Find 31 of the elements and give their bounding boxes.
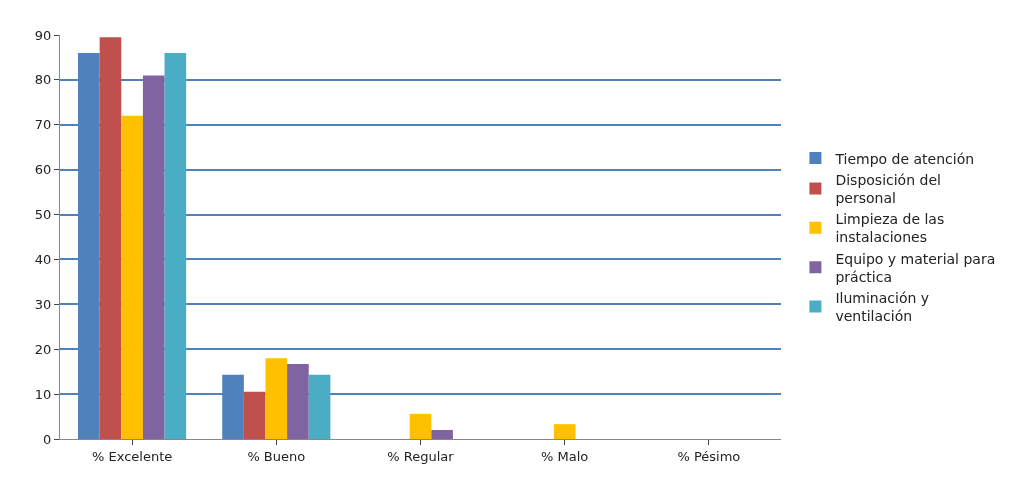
x-tick-label: % Regular — [387, 448, 455, 464]
bar — [121, 115, 143, 439]
y-tick-label: 30 — [34, 296, 52, 312]
x-tick-label: % Pésimo — [677, 448, 741, 464]
y-tick-label: 10 — [34, 386, 52, 402]
x-tick-label: % Malo — [541, 448, 589, 464]
bar — [553, 424, 576, 439]
x-tick-label: % Bueno — [247, 448, 306, 464]
bar — [265, 358, 288, 439]
x-tick-label: % Excelente — [91, 448, 173, 464]
legend-label: Limpieza de las instalaciones — [835, 211, 945, 246]
legend-label: Iluminación y ventilación — [835, 289, 930, 325]
legend-label: Tiempo de atención — [834, 150, 975, 167]
y-tick-label: 60 — [34, 162, 52, 178]
bar — [142, 75, 165, 439]
y-tick-label: 40 — [34, 251, 52, 267]
bar — [287, 364, 309, 439]
bar — [99, 37, 122, 439]
legend-label: Disposición del personal — [835, 171, 941, 206]
y-tick-label: 80 — [34, 72, 52, 88]
bar — [308, 374, 331, 439]
bar — [243, 391, 266, 439]
y-tick-label: 0 — [43, 431, 52, 447]
bar — [409, 413, 432, 439]
y-tick-label: 90 — [34, 27, 52, 43]
y-tick-label: 50 — [34, 207, 52, 223]
y-tick-label: 70 — [34, 117, 52, 133]
bar — [164, 52, 187, 439]
bar — [431, 430, 453, 439]
y-tick-label: 20 — [34, 341, 52, 357]
legend-label: Equipo y material para práctica — [835, 250, 996, 285]
